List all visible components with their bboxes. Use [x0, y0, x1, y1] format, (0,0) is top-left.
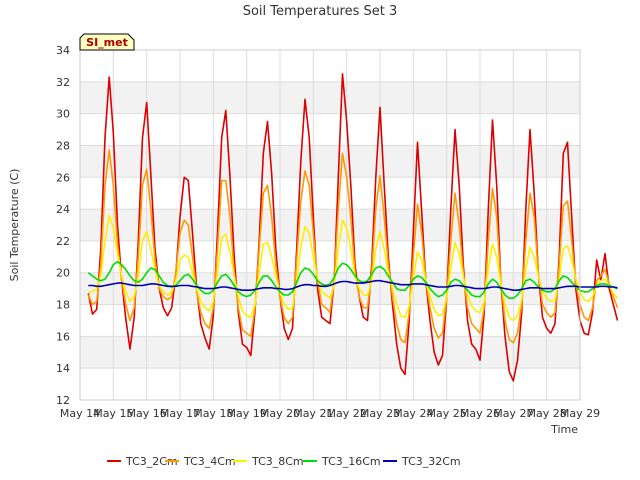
y-tick-label: 12 [56, 394, 70, 407]
series-line-tc3_16cm [87, 260, 618, 300]
x-tick-label: May 24 [393, 407, 433, 420]
x-tick-label: May 14 [60, 407, 100, 420]
x-tick-label: May 17 [160, 407, 200, 420]
x-tick-label: May 22 [327, 407, 367, 420]
series-line-tc3_8cm [88, 214, 619, 322]
plot-band [80, 272, 580, 305]
x-tick-label: May 26 [460, 407, 500, 420]
x-tick-label: May 29 [560, 407, 600, 420]
plot-background [80, 50, 580, 400]
y-tick-label: 16 [56, 330, 70, 343]
plot-frame [79, 49, 581, 401]
station-badge-label: SI_met [86, 36, 128, 49]
legend-label: TC3_2Cm [125, 455, 178, 468]
x-tick-label: May 28 [527, 407, 567, 420]
x-tick-label: May 21 [293, 407, 333, 420]
plot-band [80, 145, 580, 178]
y-axis-ticks: 12 14 16 18 20 22 24 26 28 30 32 34 [56, 44, 70, 407]
legend-label: TC3_4Cm [183, 455, 236, 468]
plot-band [80, 113, 580, 146]
x-tick-label: May 20 [260, 407, 300, 420]
x-tick-label: May 19 [227, 407, 267, 420]
y-tick-label: 22 [56, 235, 70, 248]
y-tick-label: 14 [56, 362, 70, 375]
series-line-tc3_32cm [88, 279, 618, 292]
y-tick-label: 20 [56, 267, 70, 280]
y-tick-label: 18 [56, 299, 70, 312]
series-line-tc3_4cm [87, 149, 619, 344]
x-tick-label: May 27 [493, 407, 533, 420]
legend: TC3_2Cm TC3_4Cm TC3_8Cm TC3_16Cm TC3_32Cm [107, 455, 461, 468]
y-tick-label: 30 [56, 108, 70, 121]
plot-band [80, 177, 580, 210]
legend-label: TC3_32Cm [401, 455, 461, 468]
x-tick-label: May 15 [93, 407, 133, 420]
series-lines [87, 73, 619, 382]
plot-band [80, 50, 580, 82]
x-tick-label: May 16 [127, 407, 167, 420]
plot-band [80, 81, 580, 114]
y-axis-label: Soil Temperature (C) [8, 169, 21, 282]
legend-label: TC3_8Cm [251, 455, 304, 468]
y-tick-label: 32 [56, 76, 70, 89]
y-tick-label: 34 [56, 44, 70, 57]
y-tick-label: 26 [56, 171, 70, 184]
plot-band [80, 336, 580, 369]
y-tick-label: 28 [56, 139, 70, 152]
plot-band [80, 368, 580, 400]
x-axis-label: Time [550, 423, 578, 436]
x-tick-label: May 23 [360, 407, 400, 420]
x-tick-label: May 25 [427, 407, 467, 420]
x-tick-label: May 18 [193, 407, 233, 420]
chart-title: Soil Temperatures Set 3 [243, 4, 398, 19]
station-badge: SI_met [79, 33, 135, 51]
legend-label: TC3_16Cm [321, 455, 381, 468]
y-tick-label: 24 [56, 203, 70, 216]
